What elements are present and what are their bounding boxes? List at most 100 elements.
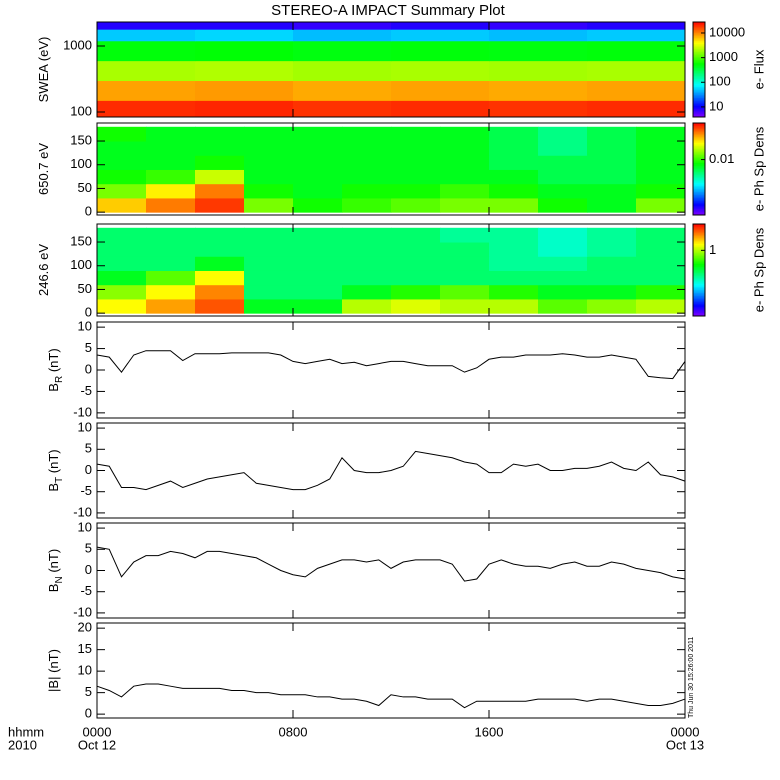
colorbar-swatch	[693, 268, 705, 271]
colorbar-swatch	[693, 247, 705, 250]
y-label-unit: (nT)	[46, 549, 61, 573]
colorbar-swatch	[693, 52, 705, 55]
heatmap-cell	[489, 242, 539, 257]
y-tick-label: -10	[73, 604, 92, 619]
colorbar-swatch	[693, 158, 705, 161]
colorbar-swatch	[693, 39, 705, 42]
colorbar-swatch	[693, 142, 705, 145]
heatmap-cell	[146, 227, 196, 243]
colorbar-swatch	[693, 129, 705, 132]
x-tick-label: 1600	[475, 724, 504, 739]
colorbar-swatch	[693, 135, 705, 138]
y-label-text: SWEA (eV)	[36, 37, 51, 103]
heatmap-cell	[244, 141, 294, 156]
heatmap-cell	[195, 29, 294, 42]
heatmap-cell	[342, 227, 392, 243]
colorbar-swatch	[693, 195, 705, 198]
y-label-subscript: T	[54, 477, 65, 483]
colorbar-swatch	[693, 113, 705, 116]
heatmap-cell	[538, 270, 588, 286]
y-tick-label: 0	[85, 706, 92, 721]
colorbar-swatch	[693, 69, 705, 72]
colorbar-swatch	[693, 93, 705, 96]
y-tick-label: 10	[78, 520, 92, 535]
heatmap-cell	[146, 141, 196, 156]
y-tick-label: 50	[78, 180, 92, 195]
y-label-unit: (nT)	[46, 348, 61, 372]
colorbar-swatch	[693, 192, 705, 195]
colorbar-swatch	[693, 294, 705, 297]
heatmap-cell	[195, 22, 294, 30]
heatmap-cell	[244, 197, 294, 213]
heatmap-cell	[538, 227, 588, 243]
heatmap-cell	[293, 80, 392, 101]
colorbar-swatch	[693, 37, 705, 40]
colorbar-swatch	[693, 126, 705, 129]
data-line	[96, 450, 686, 491]
heatmap-cell	[587, 60, 685, 82]
heatmap	[97, 126, 685, 213]
y-tick-label: 100	[70, 156, 92, 171]
heatmap-cell	[293, 197, 343, 213]
colorbar-swatch	[693, 308, 705, 311]
heatmap-cell	[538, 169, 588, 185]
heatmap-cell	[391, 100, 490, 117]
colorbar-swatch	[693, 225, 705, 228]
date-label: Oct 12	[78, 737, 116, 752]
y-tick-label: 1000	[63, 37, 92, 52]
heatmap-cell	[489, 298, 539, 314]
colorbar-swatch	[693, 99, 705, 102]
heatmap-cell	[489, 40, 588, 62]
heatmap-cell	[391, 298, 441, 314]
colorbar-swatch	[693, 124, 705, 127]
heatmap-cell	[97, 80, 196, 101]
colorbar-swatch	[693, 75, 705, 78]
heatmap-cell	[146, 126, 196, 142]
colorbar-swatch	[693, 239, 705, 242]
heatmap-cell	[587, 40, 685, 62]
heatmap-cell	[97, 29, 196, 42]
heatmap-cell	[489, 183, 539, 199]
colorbar-swatch	[693, 55, 705, 58]
colorbar-swatch	[693, 107, 705, 110]
colorbar-swatch	[693, 204, 705, 207]
heatmap-cell	[97, 242, 147, 257]
heatmap-cell	[293, 141, 343, 156]
data-line	[96, 683, 686, 709]
y-axis-label: 650.7 eV	[36, 143, 51, 195]
y-tick-label: 10	[78, 319, 92, 334]
heatmap-cell	[97, 100, 196, 117]
colorbar-swatch	[693, 237, 705, 240]
colorbar-swatch	[693, 224, 705, 227]
colorbar-swatch	[693, 300, 705, 303]
heatmap-cell	[146, 197, 196, 213]
x-tick-label: 0000	[671, 724, 700, 739]
y-tick-label: 5	[85, 684, 92, 699]
colorbar-swatch	[693, 230, 705, 233]
colorbar-swatch	[693, 28, 705, 31]
colorbar-swatch	[693, 90, 705, 93]
date-label: Oct 13	[666, 737, 704, 752]
colorbar-swatch	[693, 94, 705, 97]
colorbar-swatch	[693, 91, 705, 94]
colorbar-swatch	[693, 162, 705, 165]
colorbar-swatch	[693, 314, 705, 317]
colorbar-swatch	[693, 123, 705, 126]
heatmap-cell	[342, 270, 392, 286]
colorbar-frame	[692, 21, 706, 118]
colorbar-swatch	[693, 257, 705, 260]
colorbar-swatch	[693, 139, 705, 142]
colorbar-swatch	[693, 26, 705, 29]
heatmap-cell	[244, 227, 294, 243]
heatmap-cell	[342, 126, 392, 142]
heatmap-cell	[244, 242, 294, 257]
heatmap-cell	[538, 141, 588, 156]
colorbar-swatch	[693, 190, 705, 193]
colorbar-swatch	[693, 82, 705, 85]
heatmap-cell	[489, 126, 539, 142]
colorbar-swatch	[693, 291, 705, 294]
colorbar-swatch	[693, 276, 705, 279]
heatmap	[97, 22, 685, 117]
heatmap-cell	[636, 256, 685, 271]
colorbar-swatch	[693, 277, 705, 280]
